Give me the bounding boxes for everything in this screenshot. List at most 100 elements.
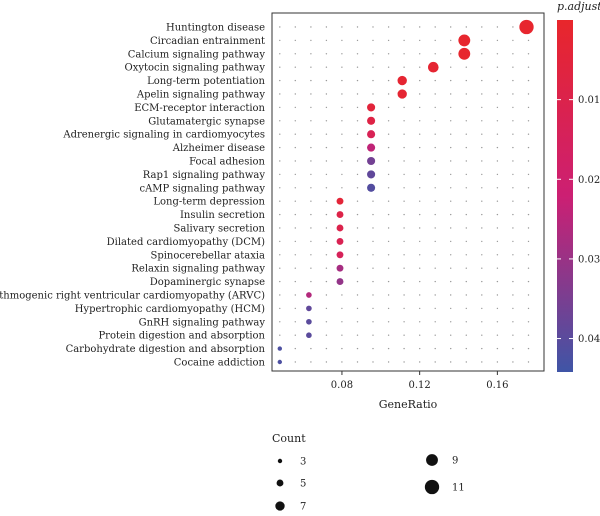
data-point: [519, 19, 534, 35]
grid-dot: [450, 173, 452, 176]
grid-dot: [403, 280, 405, 283]
grid-dot: [403, 347, 405, 350]
grid-dot: [387, 26, 390, 28]
grid-dot: [387, 347, 390, 350]
grid-dot: [512, 321, 514, 323]
grid-dot: [419, 133, 421, 135]
grid-dot: [465, 240, 467, 243]
data-point: [336, 237, 344, 245]
grid-dot: [310, 39, 312, 42]
grid-dot: [403, 307, 405, 310]
grid-dot: [279, 66, 281, 68]
grid-dot: [527, 254, 530, 256]
grid-dot: [310, 173, 312, 176]
grid-dot: [419, 106, 421, 109]
grid-dot: [481, 213, 483, 216]
grid-dot: [512, 200, 514, 202]
grid-dot: [325, 307, 328, 310]
grid-dot: [450, 120, 452, 122]
grid-dot: [465, 254, 467, 256]
grid-dot: [496, 200, 499, 202]
grid-dot: [419, 213, 421, 216]
grid-dot: [356, 267, 359, 269]
grid-dot: [419, 160, 421, 162]
grid-dot: [527, 267, 530, 269]
grid-dot: [450, 347, 452, 350]
grid-dot: [527, 79, 530, 82]
grid-dot: [356, 213, 359, 216]
grid-dot: [387, 227, 390, 229]
grid-dot: [325, 240, 328, 243]
data-point: [428, 61, 439, 73]
grid-dot: [279, 146, 281, 149]
grid-dot: [294, 173, 296, 176]
grid-dot: [279, 294, 281, 296]
grid-dot: [512, 133, 514, 135]
y-tick-label: Alzheimer disease: [172, 143, 265, 154]
grid-dot: [310, 347, 312, 350]
x-axis-ticks: 0.08 0.12 0.16: [331, 371, 509, 391]
grid-dot: [481, 133, 483, 135]
grid-dot: [341, 53, 343, 55]
grid-dot: [481, 307, 483, 310]
grid-dot: [496, 53, 499, 55]
grid-dot: [325, 120, 328, 122]
grid-dot: [481, 240, 483, 243]
grid-dot: [496, 173, 499, 176]
grid-dot: [481, 120, 483, 122]
grid-dot: [356, 347, 359, 350]
grid-dot: [465, 334, 467, 336]
data-point: [277, 346, 282, 351]
grid-dot: [419, 280, 421, 283]
grid-dot: [527, 120, 530, 122]
grid-dot: [419, 187, 421, 189]
grid-dot: [372, 79, 374, 82]
grid-dot: [527, 106, 530, 109]
grid-dot: [310, 361, 312, 363]
grid-dot: [496, 334, 499, 336]
grid-dot: [279, 321, 281, 323]
grid-dot: [465, 93, 467, 95]
grid-dot: [372, 227, 374, 229]
grid-dot: [496, 227, 499, 229]
grid-dot: [512, 227, 514, 229]
grid-dot: [372, 280, 374, 283]
grid-dot: [356, 26, 359, 28]
grid-dot: [325, 361, 328, 363]
grid-dot: [512, 79, 514, 82]
grid-dot: [403, 106, 405, 109]
data-point: [336, 264, 344, 272]
grid-dot: [434, 120, 436, 122]
grid-dot: [403, 361, 405, 363]
data-point: [397, 89, 407, 99]
grid-dot: [356, 120, 359, 122]
grid-dot: [450, 146, 452, 149]
grid-dot: [279, 254, 281, 256]
grid-dot: [419, 254, 421, 256]
grid-dot: [434, 307, 436, 310]
y-tick-label: Dopaminergic synapse: [150, 277, 265, 288]
grid-dot: [403, 254, 405, 256]
grid-dot: [356, 106, 359, 109]
grid-dot: [403, 53, 405, 55]
grid-dot: [279, 240, 281, 243]
grid-dot: [341, 39, 343, 42]
grid-dot: [341, 160, 343, 162]
grid-dot: [481, 321, 483, 323]
grid-dot: [481, 106, 483, 109]
data-point: [336, 278, 344, 286]
grid-dot: [403, 200, 405, 202]
grid-dot: [294, 307, 296, 310]
grid-dot: [279, 133, 281, 135]
grid-dot: [481, 26, 483, 28]
grid-dot: [279, 106, 281, 109]
grid-dot: [419, 334, 421, 336]
grid-dot: [310, 53, 312, 55]
grid-dot: [434, 146, 436, 149]
grid-dot: [294, 120, 296, 122]
grid-dot: [341, 361, 343, 363]
grid-dot: [512, 294, 514, 296]
grid-dots: [279, 26, 530, 363]
grid-dot: [356, 133, 359, 135]
grid-dot: [294, 240, 296, 243]
